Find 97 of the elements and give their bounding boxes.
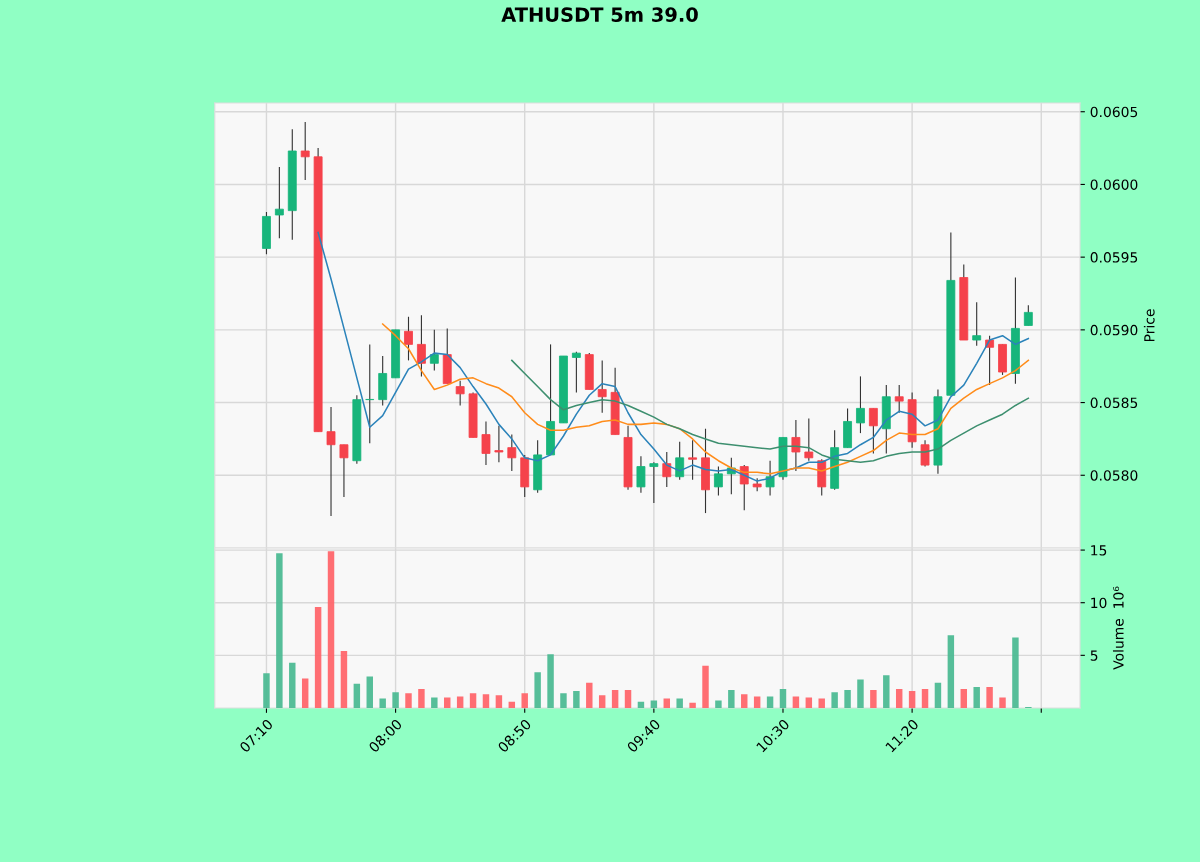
bar xyxy=(276,553,283,708)
bar xyxy=(598,695,606,708)
candlestick xyxy=(662,451,672,488)
bar xyxy=(986,686,993,708)
bar xyxy=(392,692,399,708)
bar xyxy=(340,651,348,708)
y-tick-label: 0.0585 xyxy=(1090,397,1138,409)
candlestick xyxy=(868,407,878,455)
y-tick-label: 0.0595 xyxy=(1090,252,1138,263)
candlestick xyxy=(597,359,607,414)
bar xyxy=(469,693,477,708)
y-axis-title: Volume 10⁶ xyxy=(1112,586,1124,670)
bar xyxy=(663,698,670,708)
bar xyxy=(611,690,619,708)
candlestick xyxy=(507,433,517,472)
bar xyxy=(818,698,825,708)
candlestick xyxy=(365,343,375,444)
bar xyxy=(521,693,528,708)
candlestick xyxy=(494,425,504,463)
bar xyxy=(456,696,464,708)
bar xyxy=(947,635,955,708)
bar xyxy=(934,682,942,708)
bar xyxy=(883,675,890,708)
candlestick xyxy=(1023,304,1033,327)
bar xyxy=(792,696,800,708)
bar xyxy=(405,693,412,708)
candlestick xyxy=(675,441,685,481)
bar xyxy=(263,673,270,708)
y-tick-label: 0.0580 xyxy=(1090,470,1138,481)
bar xyxy=(444,697,451,708)
candlestick xyxy=(326,406,336,517)
bar xyxy=(534,672,541,708)
candlestick xyxy=(481,420,491,466)
candlestick xyxy=(636,455,646,494)
candlestick xyxy=(429,329,439,372)
y-tick-label: 0.0590 xyxy=(1090,324,1138,336)
bar xyxy=(728,690,735,708)
candlestick xyxy=(404,316,413,361)
bar xyxy=(857,679,864,708)
candlestick xyxy=(856,375,865,434)
bar xyxy=(844,690,851,708)
bar xyxy=(960,689,968,708)
candlestick xyxy=(455,380,465,407)
bar xyxy=(547,654,554,708)
bar xyxy=(1012,637,1019,708)
bar xyxy=(418,689,425,708)
candlestick xyxy=(920,439,930,468)
candlestick xyxy=(339,444,349,498)
bar xyxy=(908,691,916,708)
bar xyxy=(366,676,373,708)
bar xyxy=(805,697,813,708)
y-axis-title: Price xyxy=(1143,309,1155,342)
bar xyxy=(353,683,361,708)
candlestick xyxy=(894,384,904,414)
y-tick-label: 0.0600 xyxy=(1090,179,1138,190)
bar xyxy=(624,690,632,708)
bar xyxy=(999,697,1006,708)
candlestick xyxy=(274,166,284,239)
bar xyxy=(702,665,709,708)
candlestick xyxy=(649,461,659,504)
candlestick xyxy=(791,419,801,472)
bar xyxy=(831,692,838,708)
bar xyxy=(715,700,722,708)
bar xyxy=(289,662,296,708)
candlestick xyxy=(714,465,723,497)
y-tick-label: 5 xyxy=(1090,650,1098,661)
candlestick xyxy=(571,351,581,393)
bar xyxy=(973,686,980,708)
chart-title: ATHUSDT 5m 39.0 xyxy=(501,7,698,22)
candlestick xyxy=(972,301,982,347)
bar xyxy=(921,689,929,708)
bar xyxy=(741,694,748,708)
bar xyxy=(766,696,774,708)
bar xyxy=(689,702,696,708)
y-tick-label: 15 xyxy=(1091,545,1107,556)
bar xyxy=(779,689,787,708)
y-tick-label: 0.0605 xyxy=(1090,106,1138,118)
bar xyxy=(301,678,309,708)
bar xyxy=(482,694,490,708)
bar xyxy=(573,691,580,708)
candlestick xyxy=(417,314,426,377)
bar xyxy=(314,606,322,708)
bar xyxy=(753,696,761,708)
candlestick xyxy=(300,121,310,181)
bar xyxy=(870,690,877,708)
bar xyxy=(379,698,386,708)
y-tick-label: 10 xyxy=(1091,597,1107,609)
candlestick xyxy=(804,418,814,462)
bar xyxy=(327,551,335,708)
bar xyxy=(676,698,683,708)
bar xyxy=(586,682,593,708)
bar xyxy=(560,693,567,708)
candlestick xyxy=(688,439,698,481)
bar xyxy=(895,689,903,708)
candlestick xyxy=(765,460,775,497)
bar xyxy=(431,697,438,708)
bar xyxy=(495,695,503,708)
